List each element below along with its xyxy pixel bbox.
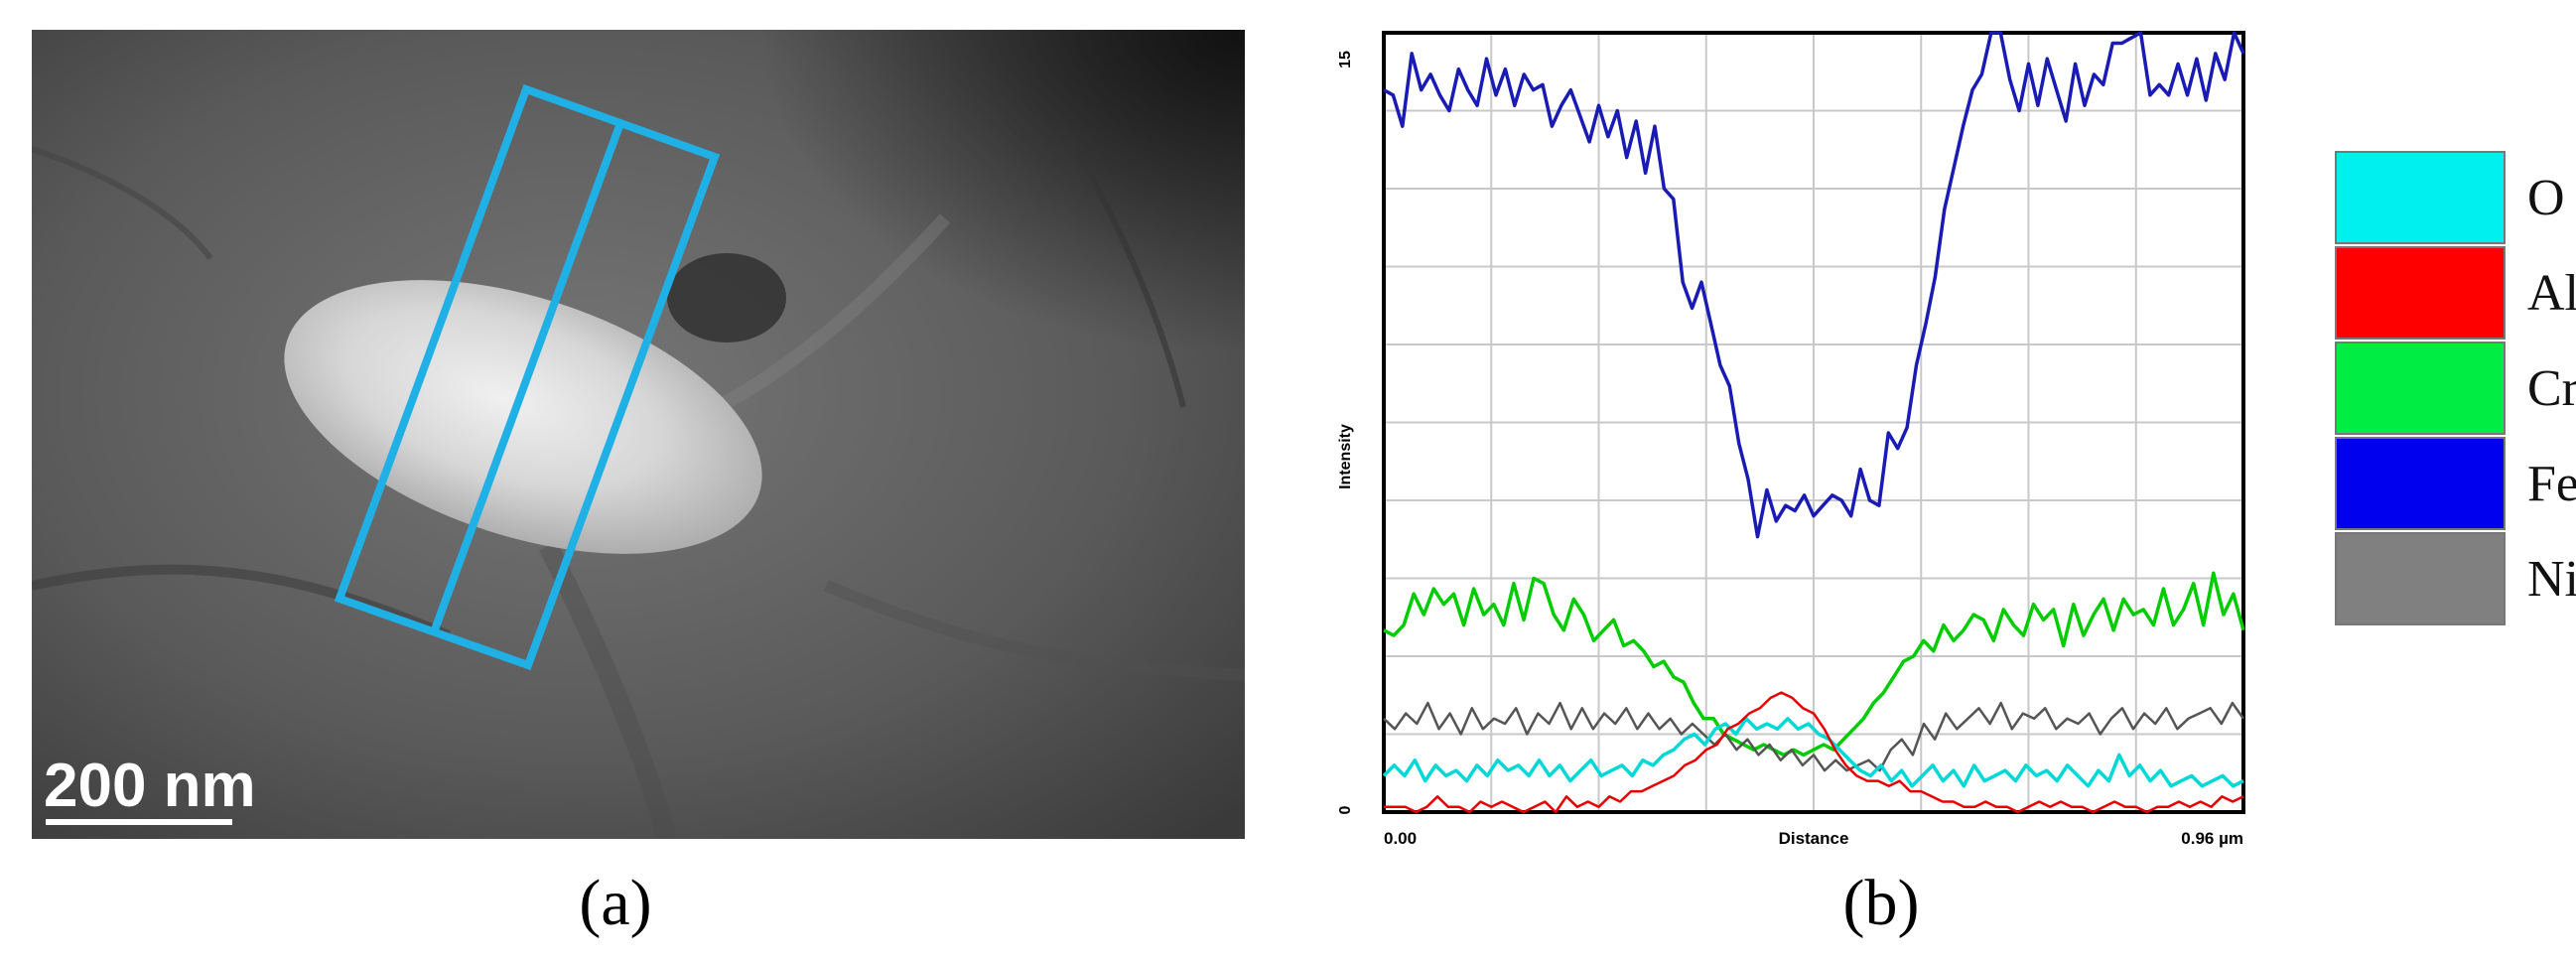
legend-label-ni: Ni — [2527, 551, 2576, 608]
legend-label-al: Al — [2527, 265, 2576, 322]
plot-frame — [1382, 31, 2245, 814]
series-line-fe — [1383, 31, 2245, 539]
linescan-centerline — [430, 121, 624, 634]
scale-bar — [46, 819, 232, 825]
x-tick-left: 0.00 — [1384, 829, 1417, 848]
legend-label-cr: Cr — [2527, 360, 2576, 417]
legend: O Al Cr Fe Ni — [2335, 151, 2576, 637]
chart-grid — [1384, 33, 2243, 812]
legend-swatch-ni — [2335, 532, 2506, 625]
dark-precipitate — [667, 253, 786, 343]
x-axis-label: Distance — [1779, 829, 1849, 848]
legend-swatch-cr — [2335, 342, 2506, 435]
y-tick-top: 15 — [1337, 51, 1354, 69]
y-axis-label: Intensity — [1337, 424, 1354, 489]
scale-bar-label: 200 nm — [44, 752, 256, 820]
series-line-cr — [1383, 571, 2245, 757]
legend-swatch-o — [2335, 151, 2506, 244]
tem-micrograph: 200 nm — [32, 30, 1245, 839]
series-line-ni — [1383, 701, 2245, 772]
legend-item-o: O — [2335, 151, 2573, 246]
x-tick-right: 0.96 µm — [2181, 829, 2243, 848]
legend-swatch-al — [2335, 246, 2506, 340]
linescan-box — [334, 83, 721, 671]
series-line-al — [1384, 691, 2244, 814]
legend-swatch-fe — [2335, 437, 2506, 530]
legend-label-fe: Fe — [2527, 456, 2576, 512]
y-tick-bottom: 0 — [1337, 805, 1354, 814]
legend-item-cr: Cr — [2335, 342, 2576, 437]
legend-item-fe: Fe — [2335, 437, 2576, 532]
legend-item-al: Al — [2335, 246, 2576, 342]
panel-b-caption: (b) — [1842, 867, 1920, 939]
series-line-o — [1382, 717, 2244, 788]
eds-linescan-chart: Intensity 15 0 0.00 Distance 0.96 µm — [1337, 31, 2245, 848]
series-layer — [1382, 31, 2245, 814]
legend-item-ni: Ni — [2335, 532, 2576, 627]
legend-label-o: O — [2527, 170, 2565, 226]
panel-a-caption: (a) — [579, 867, 652, 939]
